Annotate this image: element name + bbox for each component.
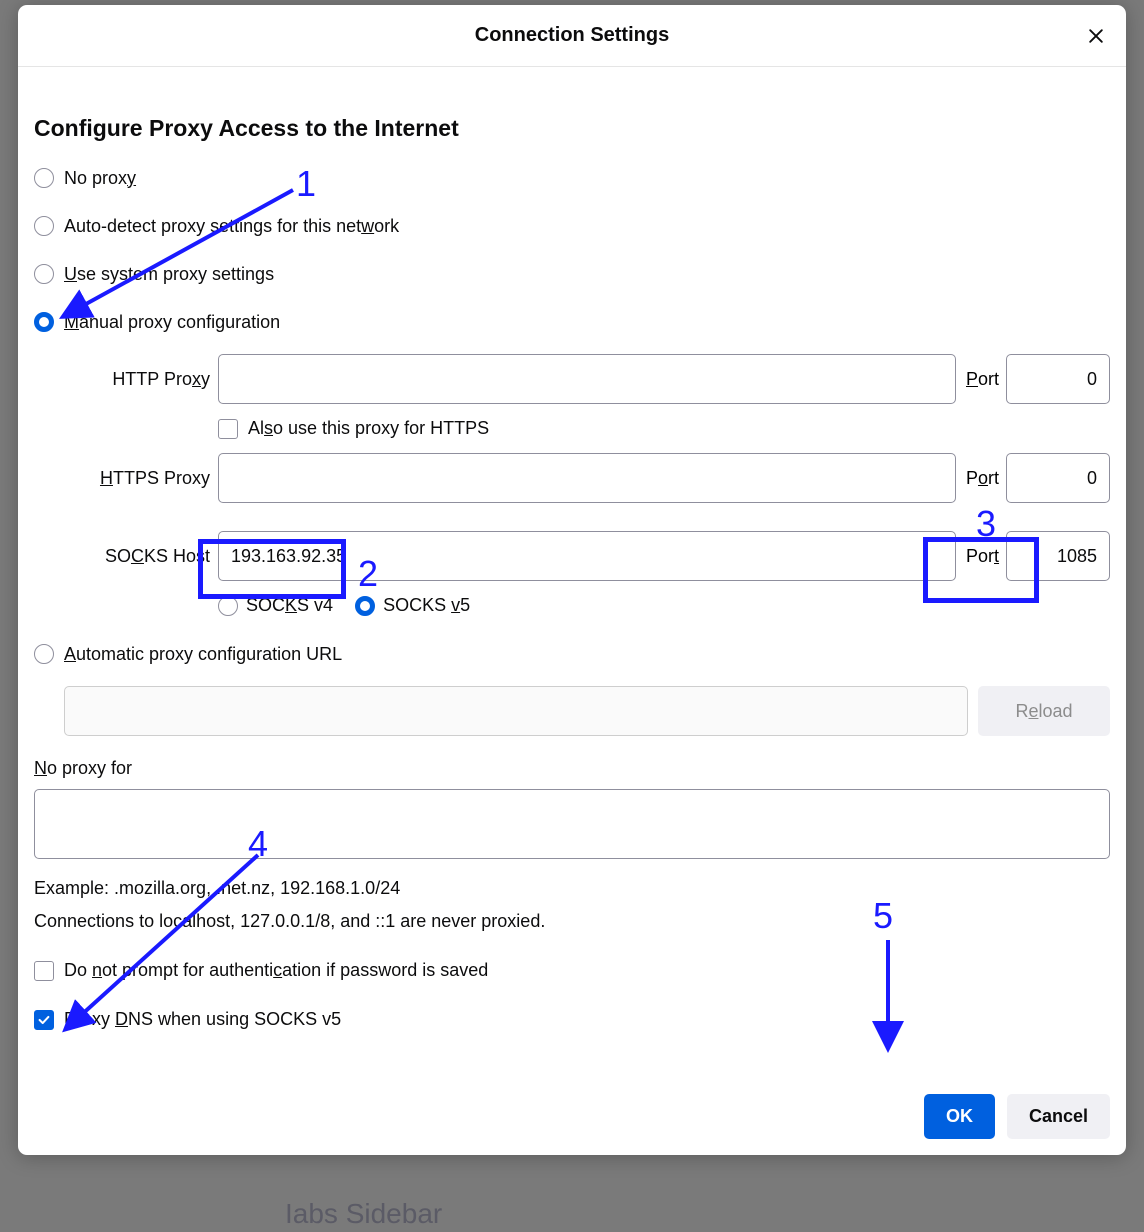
proxy-dns-checkbox[interactable] <box>34 1010 54 1030</box>
no-proxy-for-textarea[interactable] <box>34 789 1110 859</box>
also-https-checkbox[interactable] <box>218 419 238 439</box>
socks-host-row: SOCKS Host Port <box>64 531 1110 581</box>
radio-row-auto-url: Automatic proxy configuration URL <box>34 638 1110 670</box>
close-icon <box>1086 26 1106 46</box>
no-proxy-for-label: No proxy for <box>34 758 1110 779</box>
ok-button[interactable]: OK <box>924 1094 995 1139</box>
radio-no-proxy[interactable] <box>34 168 54 188</box>
proxy-dns-label[interactable]: Proxy DNS when using SOCKS v5 <box>64 1009 341 1030</box>
localhost-note: Connections to localhost, 127.0.0.1/8, a… <box>34 911 1110 932</box>
http-proxy-row: HTTP Proxy Port <box>64 354 1110 404</box>
radio-label-no-proxy[interactable]: No proxy <box>64 168 136 189</box>
reload-button[interactable]: Reload <box>978 686 1110 736</box>
dialog-body: Configure Proxy Access to the Internet N… <box>18 67 1126 1030</box>
https-proxy-row: HTTPS Proxy Port <box>64 453 1110 503</box>
field-grid: HTTP Proxy Port Also use this proxy for … <box>64 354 1110 581</box>
pac-url-row: Reload <box>64 686 1110 736</box>
radio-label-auto-detect[interactable]: Auto-detect proxy settings for this netw… <box>64 216 399 237</box>
socks-version-row: SOCKS v4 SOCKS v5 <box>218 595 1110 616</box>
radio-row-manual: Manual proxy configuration <box>34 306 1110 338</box>
radio-label-socks-v4[interactable]: SOCKS v4 <box>246 595 333 616</box>
dialog-title: Connection Settings <box>475 24 669 47</box>
http-proxy-label: HTTP Proxy <box>64 369 218 390</box>
http-proxy-input[interactable] <box>218 354 956 404</box>
also-https-row: Also use this proxy for HTTPS <box>218 418 1110 439</box>
radio-row-auto-detect: Auto-detect proxy settings for this netw… <box>34 210 1110 242</box>
proxy-dns-row: Proxy DNS when using SOCKS v5 <box>34 1009 1110 1030</box>
check-icon <box>37 1013 51 1027</box>
http-port-label: Port <box>956 369 1006 390</box>
radio-row-system: Use system proxy settings <box>34 258 1110 290</box>
socks-port-label: Port <box>956 546 1006 567</box>
radio-label-socks-v5[interactable]: SOCKS v5 <box>383 595 470 616</box>
http-port-input[interactable] <box>1006 354 1110 404</box>
connection-settings-dialog: Connection Settings Configure Proxy Acce… <box>18 5 1126 1155</box>
radio-row-no-proxy: No proxy <box>34 162 1110 194</box>
radio-system[interactable] <box>34 264 54 284</box>
cancel-button[interactable]: Cancel <box>1007 1094 1110 1139</box>
https-proxy-input[interactable] <box>218 453 956 503</box>
close-button[interactable] <box>1080 20 1112 52</box>
also-https-label[interactable]: Also use this proxy for HTTPS <box>248 418 489 439</box>
no-prompt-row: Do not prompt for authentication if pass… <box>34 960 1110 981</box>
radio-socks-v4[interactable] <box>218 596 238 616</box>
no-prompt-label[interactable]: Do not prompt for authentication if pass… <box>64 960 488 981</box>
section-title: Configure Proxy Access to the Internet <box>34 115 1110 142</box>
radio-manual[interactable] <box>34 312 54 332</box>
radio-auto-detect[interactable] <box>34 216 54 236</box>
https-port-label: Port <box>956 468 1006 489</box>
pac-url-input[interactable] <box>64 686 968 736</box>
socks-v5-item: SOCKS v5 <box>355 595 470 616</box>
dialog-footer: OK Cancel <box>924 1094 1110 1139</box>
socks-host-input[interactable] <box>218 531 956 581</box>
bottom-checks: Do not prompt for authentication if pass… <box>34 960 1110 1030</box>
radio-auto-url[interactable] <box>34 644 54 664</box>
socks-host-label: SOCKS Host <box>64 546 218 567</box>
https-port-input[interactable] <box>1006 453 1110 503</box>
socks-v4-item: SOCKS v4 <box>218 595 333 616</box>
no-proxy-example: Example: .mozilla.org, .net.nz, 192.168.… <box>34 878 1110 899</box>
background-partial-text: Iabs Sidebar <box>285 1198 442 1230</box>
radio-label-system[interactable]: Use system proxy settings <box>64 264 274 285</box>
socks-port-input[interactable] <box>1006 531 1110 581</box>
dialog-header: Connection Settings <box>18 5 1126 67</box>
https-proxy-label: HTTPS Proxy <box>64 468 218 489</box>
no-prompt-checkbox[interactable] <box>34 961 54 981</box>
radio-socks-v5[interactable] <box>355 596 375 616</box>
radio-label-manual[interactable]: Manual proxy configuration <box>64 312 280 333</box>
radio-label-auto-url[interactable]: Automatic proxy configuration URL <box>64 644 342 665</box>
